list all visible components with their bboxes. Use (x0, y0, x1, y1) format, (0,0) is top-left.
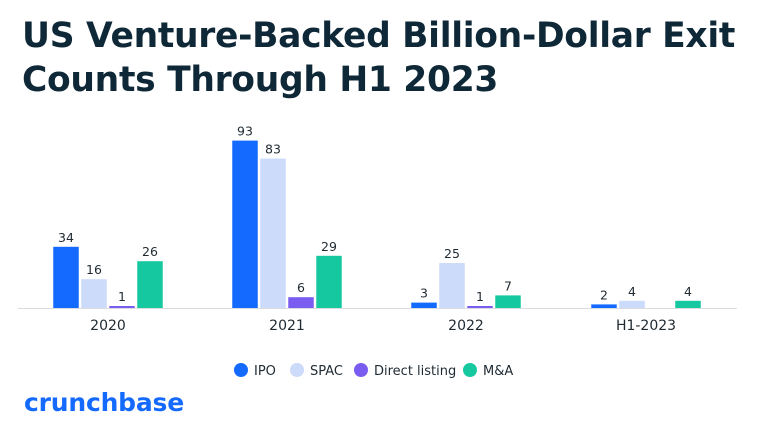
bar-m-a-2022 (495, 295, 521, 308)
data-label: 93 (237, 124, 253, 139)
bar-ipo-2020 (53, 246, 79, 308)
data-label: 6 (297, 280, 305, 295)
data-label: 1 (118, 289, 126, 304)
data-label: 16 (86, 262, 102, 277)
data-label: 26 (142, 244, 158, 259)
title-line-1: US Venture-Backed Billion-Dollar Exit (22, 16, 736, 56)
data-label: 4 (684, 284, 692, 299)
legend-marker-m-a (463, 363, 477, 377)
data-label: 4 (628, 284, 636, 299)
bar-spac-2021 (260, 158, 286, 308)
legend-marker-direct-listing (354, 363, 368, 377)
chart-title: US Venture-Backed Billion-Dollar Exit Co… (22, 14, 752, 102)
bar-direct-listing-2021 (288, 297, 314, 308)
data-label: 7 (504, 278, 512, 293)
data-label: 1 (476, 289, 484, 304)
bar-m-a-2021 (316, 255, 342, 308)
bar-ipo-h1-2023 (591, 304, 617, 308)
data-label: 29 (321, 239, 337, 254)
x-tick-label: 2020 (90, 318, 126, 334)
legend-marker-ipo (234, 363, 248, 377)
crunchbase-logo: crunchbase (24, 388, 184, 417)
bar-ipo-2021 (232, 140, 258, 308)
bar-direct-listing-2022 (467, 306, 493, 308)
bar-direct-listing-2020 (109, 306, 135, 308)
bar-spac-2022 (439, 263, 465, 308)
bar-spac-2020 (81, 279, 107, 308)
legend-label-m-a: M&A (483, 364, 513, 379)
legend-label-ipo: IPO (254, 364, 276, 379)
bar-ipo-2022 (411, 302, 437, 308)
bar-m-a-h1-2023 (675, 300, 701, 308)
data-label: 34 (58, 230, 74, 245)
x-tick-label: H1-2023 (616, 318, 676, 334)
legend-label-spac: SPAC (310, 364, 343, 379)
bar-m-a-2020 (137, 261, 163, 308)
x-tick-label: 2021 (269, 318, 305, 334)
legend-label-direct-listing: Direct listing (374, 364, 456, 379)
legend-marker-spac (290, 363, 304, 377)
data-label: 25 (444, 246, 460, 261)
data-label: 83 (265, 142, 281, 157)
bar-spac-h1-2023 (619, 300, 645, 308)
data-label: 3 (420, 286, 428, 301)
data-label: 2 (600, 287, 608, 302)
title-line-2: Counts Through H1 2023 (22, 60, 499, 100)
x-tick-label: 2022 (448, 318, 484, 334)
